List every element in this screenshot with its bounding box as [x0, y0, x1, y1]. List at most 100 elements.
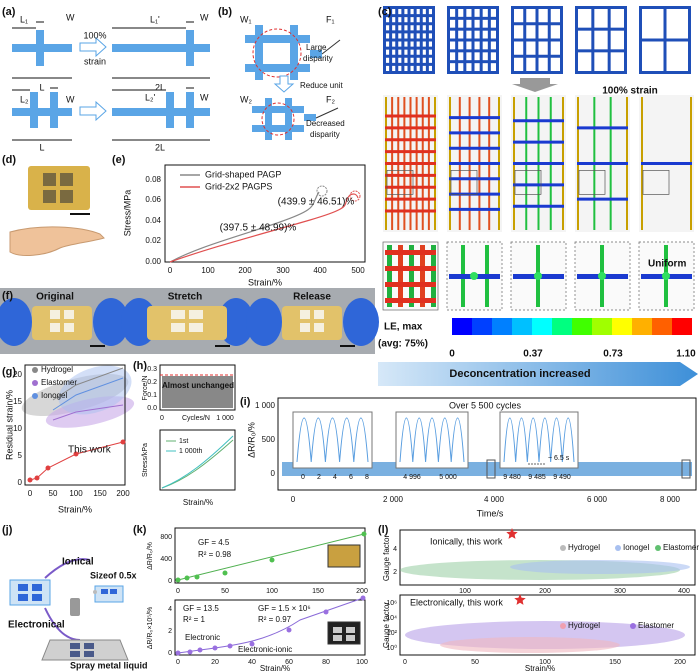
shape [410, 57, 414, 63]
shape [189, 310, 203, 319]
shape [514, 41, 524, 55]
shape [79, 36, 107, 58]
panel-text: 100 [69, 489, 83, 498]
shape [282, 306, 342, 340]
panel-text: 400 [313, 266, 327, 275]
panel-text: 100 [201, 266, 215, 275]
panel-text: 0.04 [145, 216, 161, 225]
shape [386, 49, 390, 55]
panel-text: 10⁴ [386, 615, 397, 622]
panel-text: W [200, 12, 209, 22]
marker [662, 272, 670, 280]
shape [642, 9, 664, 39]
panel-text: 0 [168, 578, 172, 585]
panel-text: Elastomer [663, 543, 699, 552]
panel-text: 2 000 [383, 495, 404, 504]
shape [398, 33, 402, 39]
shape [171, 323, 185, 332]
shape [84, 643, 94, 649]
shape [458, 30, 464, 39]
panel-label: (g) [2, 366, 16, 378]
shape [666, 9, 688, 39]
shape [514, 25, 524, 39]
shape [592, 318, 612, 335]
shape [550, 9, 560, 23]
shape [610, 9, 624, 28]
shape [490, 9, 496, 17]
shape [652, 318, 672, 335]
panel-text: 4 996 [403, 474, 421, 481]
panel-text: 100 [356, 659, 368, 666]
panel-text: 0 [403, 659, 407, 666]
panel-text: 10⁰ [386, 644, 397, 652]
shape [245, 35, 310, 43]
marker [630, 623, 636, 629]
panel-text: 1.10 [676, 349, 696, 360]
shape [189, 323, 203, 332]
shape [52, 367, 124, 401]
panel-text: GF = 1.5 × 10⁶ [258, 604, 311, 613]
shape [32, 594, 42, 601]
shape [506, 528, 518, 539]
shape [186, 30, 194, 66]
shape [314, 310, 324, 319]
shape [174, 527, 366, 584]
shape [466, 52, 472, 61]
shape [378, 362, 698, 386]
shape [292, 411, 373, 469]
panel-text: strain [84, 56, 106, 66]
panel-text: 0 [168, 650, 172, 657]
panel-label: (a) [2, 6, 16, 18]
shape [265, 98, 272, 140]
panel-text: 0.0 [147, 405, 157, 412]
panel-text: L₂ [20, 94, 29, 104]
shape [392, 41, 396, 47]
shape [532, 318, 552, 335]
shape [572, 318, 592, 335]
shape [392, 65, 396, 71]
panel-text: 20 [211, 659, 219, 666]
shape [512, 318, 532, 335]
shape [404, 17, 408, 23]
shape [422, 41, 426, 47]
panel-label: (i) [240, 396, 251, 408]
shape [392, 49, 396, 55]
panel-text: 500 [262, 435, 276, 444]
shape [431, 245, 436, 307]
shape [526, 41, 536, 55]
shape [681, 459, 691, 479]
shape [466, 9, 472, 17]
shape [526, 57, 536, 71]
panel-text: R² = 0.98 [198, 550, 232, 559]
shape [410, 9, 414, 15]
shape [466, 63, 472, 71]
panel-label: (f) [2, 290, 13, 302]
shape [392, 17, 396, 23]
shape [310, 50, 322, 58]
shape [612, 318, 632, 335]
shape [36, 30, 44, 66]
panel-text: W₁ [240, 14, 252, 24]
shape [32, 306, 92, 340]
panel-text: W₂ [240, 94, 252, 104]
line [177, 533, 365, 581]
shape [385, 298, 436, 303]
marker [194, 574, 200, 580]
shape [52, 377, 124, 411]
highlight [252, 28, 302, 78]
shape [385, 282, 436, 287]
shape [245, 64, 310, 72]
shape [416, 57, 420, 63]
marker [286, 627, 292, 633]
shape [386, 65, 390, 71]
panel-label: (l) [378, 524, 389, 536]
shape [490, 52, 496, 61]
shape [404, 57, 408, 63]
shape [410, 41, 414, 47]
shape [578, 9, 592, 28]
shape [252, 125, 304, 132]
panel-text: (397.5 ± 48.99)% [220, 223, 297, 234]
shape [387, 245, 392, 307]
panel-text: Strain/% [260, 664, 290, 671]
panel-label: (h) [133, 360, 147, 372]
